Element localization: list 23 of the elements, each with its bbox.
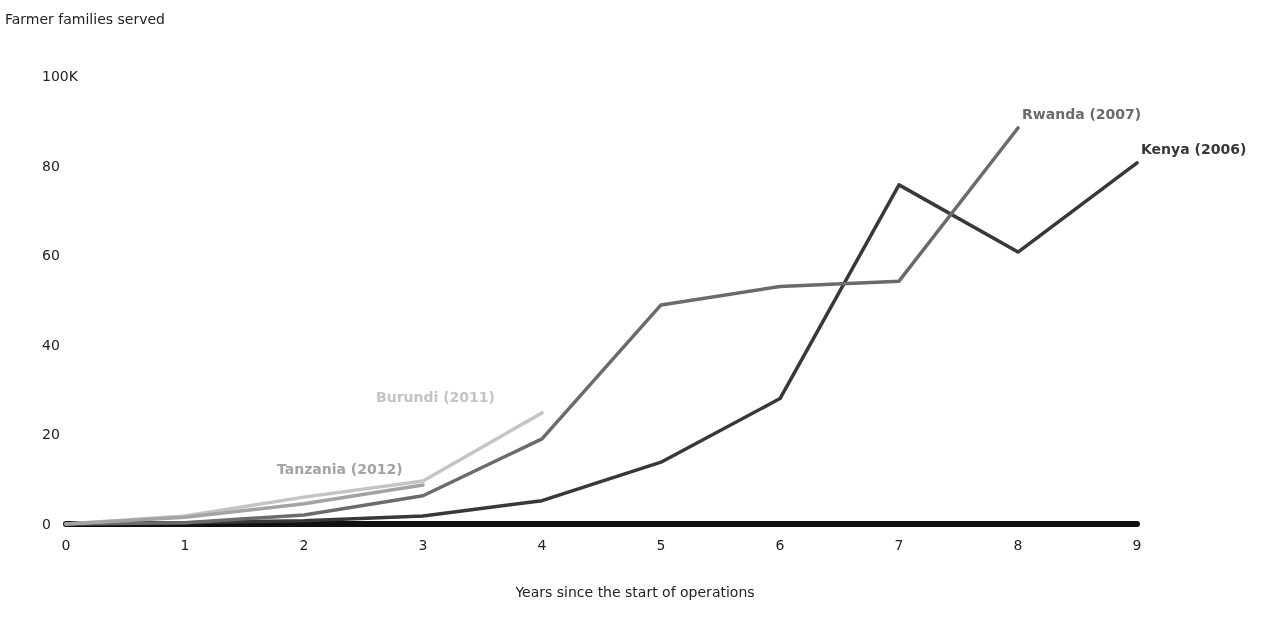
- series-label: Kenya (2006): [1141, 140, 1247, 157]
- y-axis-title: Farmer families served: [5, 11, 165, 27]
- x-tick-label: 1: [180, 537, 190, 553]
- x-tick-label: 2: [299, 537, 309, 553]
- x-axis-title: Years since the start of operations: [514, 584, 755, 600]
- y-tick-label: 40: [42, 336, 60, 353]
- y-tick-label: 0: [42, 516, 51, 532]
- x-tick-label: 6: [775, 537, 785, 553]
- y-tick-label: 20: [42, 426, 60, 443]
- x-tick-label: 4: [537, 537, 547, 553]
- line-series: [64, 483, 425, 526]
- y-tick-label: 80: [42, 157, 60, 174]
- series-label: Tanzania (2012): [277, 461, 403, 478]
- x-tick-label: 7: [894, 537, 904, 553]
- x-tick-label: 9: [1132, 537, 1142, 553]
- y-tick-label: 60: [42, 247, 60, 264]
- text: Burundi (2011): [376, 388, 495, 405]
- x-tick-label: 8: [1013, 537, 1023, 553]
- x-tick-label: 0: [61, 537, 71, 553]
- x-tick-label: 5: [656, 537, 666, 553]
- y-tick-label: 100K: [42, 68, 79, 84]
- x-tick-label: 3: [418, 537, 428, 553]
- series-label: Rwanda (2007): [1022, 105, 1142, 122]
